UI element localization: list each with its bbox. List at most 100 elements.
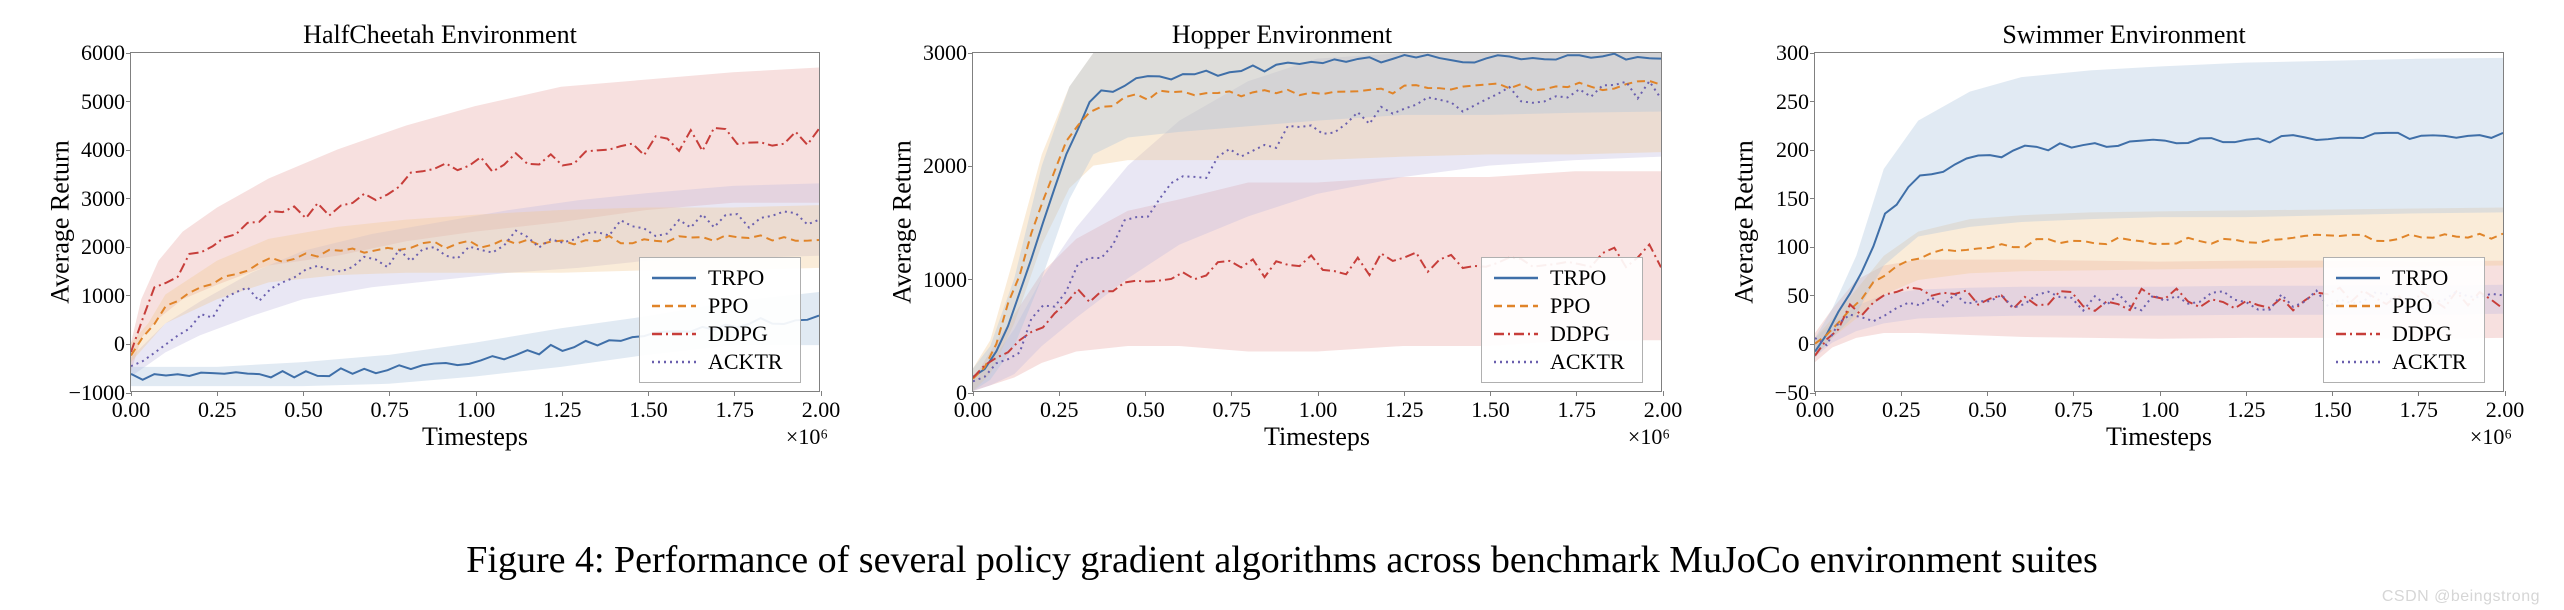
legend-item-trpo: TRPO: [650, 264, 790, 292]
y-tick-label: 2000: [81, 234, 125, 260]
y-tick-label: 3000: [81, 186, 125, 212]
y-tick-label: 2000: [923, 153, 967, 179]
x-tick-label: 2.00: [802, 397, 841, 423]
y-tick-label: 0: [114, 331, 125, 357]
legend-label: TRPO: [708, 265, 764, 291]
plot-area: −500501001502002503000.000.250.500.751.0…: [1814, 52, 2504, 392]
panel-halfcheetah: HalfCheetah EnvironmentAverage Return−10…: [40, 20, 840, 490]
x-axis-label: Timesteps: [972, 422, 1662, 452]
x-tick-label: 2.00: [2486, 397, 2525, 423]
panel-title: Hopper Environment: [882, 20, 1682, 50]
x-tick-label: 0.00: [112, 397, 151, 423]
y-tick-label: 0: [1798, 331, 1809, 357]
x-axis-exponent: ×10⁶: [1628, 424, 1670, 450]
x-tick-label: 0.75: [371, 397, 410, 423]
x-tick-label: 0.25: [1040, 397, 1079, 423]
legend-swatch-trpo: [1492, 268, 1540, 288]
x-tick-label: 0.75: [2055, 397, 2094, 423]
x-tick-label: 0.25: [1882, 397, 1921, 423]
plot-area: 01000200030000.000.250.500.751.001.251.5…: [972, 52, 1662, 392]
legend-swatch-ddpg: [650, 324, 698, 344]
watermark-text: CSDN @beingstrong: [2382, 588, 2540, 606]
x-tick-label: 0.25: [198, 397, 237, 423]
x-tick-label: 1.25: [2227, 397, 2266, 423]
x-tick-label: 1.75: [2400, 397, 2439, 423]
x-axis-exponent: ×10⁶: [786, 424, 828, 450]
y-tick-label: 6000: [81, 40, 125, 66]
y-axis-label: Average Return: [888, 52, 918, 392]
legend-swatch-trpo: [650, 268, 698, 288]
legend-item-trpo: TRPO: [2334, 264, 2474, 292]
y-tick-label: 200: [1776, 137, 1809, 163]
legend-item-ddpg: DDPG: [2334, 320, 2474, 348]
legend-item-ddpg: DDPG: [650, 320, 790, 348]
legend-item-trpo: TRPO: [1492, 264, 1632, 292]
x-tick-label: 1.25: [1385, 397, 1424, 423]
x-axis-exponent: ×10⁶: [2470, 424, 2512, 450]
panel-title: Swimmer Environment: [1724, 20, 2524, 50]
y-tick-label: 150: [1776, 186, 1809, 212]
legend-item-acktr: ACKTR: [650, 348, 790, 376]
x-tick-label: 1.00: [2141, 397, 2180, 423]
legend-label: ACKTR: [2392, 349, 2467, 375]
legend-label: TRPO: [1550, 265, 1606, 291]
legend: TRPOPPODDPGACKTR: [1481, 257, 1643, 383]
y-tick-label: 50: [1787, 283, 1809, 309]
x-tick-label: 1.00: [457, 397, 496, 423]
legend-swatch-ddpg: [2334, 324, 2382, 344]
y-tick-label: 100: [1776, 234, 1809, 260]
legend-swatch-trpo: [2334, 268, 2382, 288]
x-tick-label: 1.75: [1558, 397, 1597, 423]
plot-area: −100001000200030004000500060000.000.250.…: [130, 52, 820, 392]
panel-hopper: Hopper EnvironmentAverage Return 01000200…: [882, 20, 1682, 490]
legend: TRPOPPODDPGACKTR: [639, 257, 801, 383]
y-tick-label: 3000: [923, 40, 967, 66]
y-tick-label: 300: [1776, 40, 1809, 66]
figure-container: HalfCheetah Environment Average Return −10…: [0, 0, 2564, 610]
x-tick-label: 1.50: [2313, 397, 2352, 423]
y-axis-label: Average Return: [1730, 52, 1760, 392]
y-tick-label: 1000: [923, 267, 967, 293]
x-tick-label: 1.50: [629, 397, 668, 423]
x-tick-label: 2.00: [1644, 397, 1683, 423]
x-tick-label: 0.00: [1796, 397, 1835, 423]
legend-swatch-acktr: [650, 352, 698, 372]
legend: TRPOPPODDPGACKTR: [2323, 257, 2485, 383]
legend-item-ppo: PPO: [1492, 292, 1632, 320]
legend-label: DDPG: [708, 321, 768, 347]
y-tick-label: 1000: [81, 283, 125, 309]
legend-swatch-ppo: [650, 296, 698, 316]
legend-item-ppo: PPO: [2334, 292, 2474, 320]
legend-item-acktr: ACKTR: [2334, 348, 2474, 376]
x-tick-label: 1.50: [1471, 397, 1510, 423]
x-tick-label: 1.75: [716, 397, 755, 423]
y-tick-label: 250: [1776, 89, 1809, 115]
legend-label: ACKTR: [708, 349, 783, 375]
x-axis-label: Timesteps: [130, 422, 820, 452]
legend-swatch-ppo: [2334, 296, 2382, 316]
legend-label: PPO: [2392, 293, 2432, 319]
legend-swatch-ppo: [1492, 296, 1540, 316]
legend-label: DDPG: [2392, 321, 2452, 347]
legend-item-acktr: ACKTR: [1492, 348, 1632, 376]
y-tick-label: 4000: [81, 137, 125, 163]
x-tick-label: 0.50: [1968, 397, 2007, 423]
legend-item-ppo: PPO: [650, 292, 790, 320]
legend-label: PPO: [1550, 293, 1590, 319]
panel-title: HalfCheetah Environment: [40, 20, 840, 50]
legend-label: TRPO: [2392, 265, 2448, 291]
legend-item-ddpg: DDPG: [1492, 320, 1632, 348]
panel-swimmer: Swimmer EnvironmentAverage Return −500501…: [1724, 20, 2524, 490]
legend-swatch-acktr: [1492, 352, 1540, 372]
legend-label: PPO: [708, 293, 748, 319]
x-tick-label: 0.00: [954, 397, 993, 423]
x-tick-label: 0.75: [1213, 397, 1252, 423]
x-tick-label: 0.50: [1126, 397, 1165, 423]
figure-caption: Figure 4: Performance of several policy …: [0, 538, 2564, 582]
x-tick-label: 1.25: [543, 397, 582, 423]
x-tick-label: 0.50: [284, 397, 323, 423]
x-axis-label: Timesteps: [1814, 422, 2504, 452]
x-tick-label: 1.00: [1299, 397, 1338, 423]
legend-label: DDPG: [1550, 321, 1610, 347]
legend-swatch-acktr: [2334, 352, 2382, 372]
